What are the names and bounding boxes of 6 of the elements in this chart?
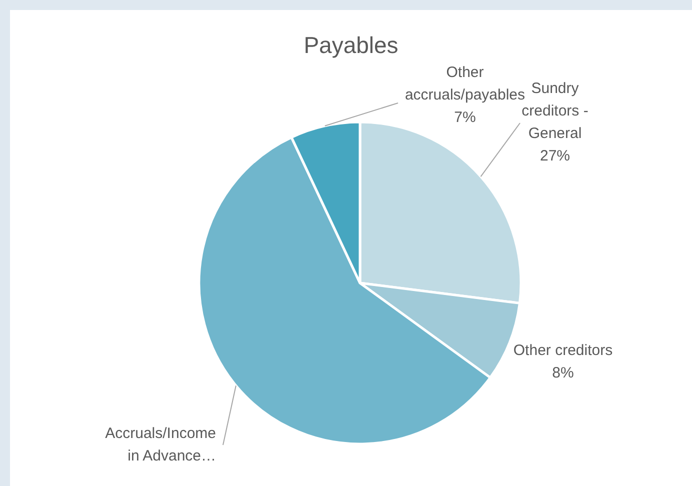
- data-label: 27%: [540, 148, 570, 164]
- chart-title: Payables: [302, 32, 400, 59]
- slice-label: Other creditors: [513, 342, 613, 359]
- slice-label: Accruals/Income in Advance…: [105, 425, 216, 464]
- data-label: 7%: [454, 109, 476, 126]
- data-label: 8%: [552, 364, 574, 382]
